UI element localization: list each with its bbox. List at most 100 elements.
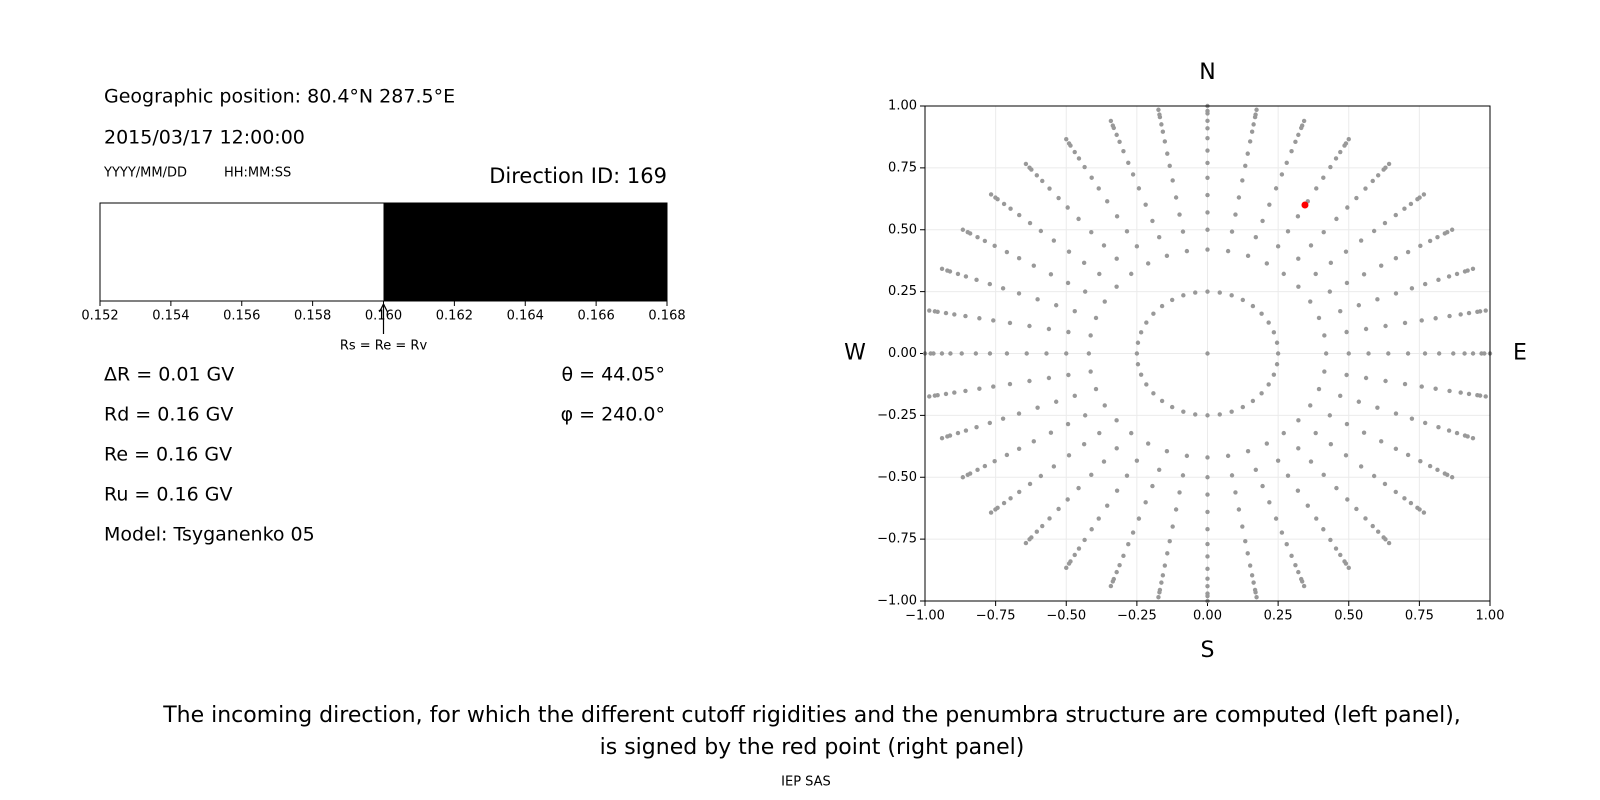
point [1322,369,1327,374]
point [1114,284,1119,289]
y-tick-label: 0.75 [888,160,917,175]
point [1363,326,1369,332]
point [1240,297,1246,303]
point [1370,178,1375,184]
ru: Ru = 0.16 GV [104,484,232,506]
point [987,420,993,426]
point [1124,473,1130,478]
point [1343,249,1349,254]
point [1072,308,1077,314]
point [1114,569,1119,575]
point [1293,139,1298,145]
point [1145,441,1151,446]
point [1180,229,1186,234]
rd: Rd = 0.16 GV [104,404,233,426]
point [1124,229,1130,234]
point [1275,458,1281,463]
point [1458,390,1463,395]
point [1150,218,1155,224]
point [1229,293,1234,298]
point [1236,195,1242,200]
point [1383,378,1388,384]
point [1162,139,1168,144]
point [1004,351,1010,356]
point [1354,506,1359,512]
point [1393,291,1399,296]
point [1260,483,1265,489]
point [1229,229,1235,234]
penumbra-segment [383,203,667,301]
point [1383,323,1388,329]
point [1371,473,1377,479]
point [1046,375,1052,381]
point [1144,320,1149,325]
point [988,192,994,197]
point [1233,490,1238,495]
point [991,384,996,389]
penumbra-segment [100,203,384,301]
point [1205,509,1210,515]
point [1170,524,1175,529]
point [1363,375,1369,381]
point [1251,122,1256,127]
point [1145,261,1151,266]
point [1034,529,1040,534]
point [1134,351,1140,356]
point [1138,372,1144,377]
footer: IEP SAS [781,775,831,790]
point [1066,561,1072,566]
point [1051,464,1057,469]
point [1004,249,1010,255]
point [1169,297,1175,303]
point [1016,446,1022,451]
point [1040,523,1045,529]
point [1165,551,1170,556]
point [1184,248,1190,254]
point [1150,483,1155,489]
point [1151,391,1156,396]
point [1047,186,1052,191]
point [1344,280,1350,286]
point [1253,590,1258,595]
point [1046,326,1052,332]
point [955,271,961,277]
point [1375,297,1380,302]
point [1259,311,1264,316]
point [1285,473,1291,478]
point [1101,243,1107,248]
point [1135,340,1141,345]
point [1205,492,1210,497]
point [1114,446,1119,451]
point [1470,435,1476,441]
point [1159,398,1165,404]
point [1170,178,1175,183]
point [1346,565,1351,571]
point [1247,139,1253,144]
point [1105,503,1110,508]
point [1273,516,1279,521]
re: Re = 0.16 GV [104,444,232,466]
point [1363,186,1368,191]
point [1370,523,1375,529]
point [1233,212,1238,217]
point [1451,351,1456,356]
point [1383,165,1388,170]
phi: φ = 240.0° [561,404,665,426]
point [1076,216,1081,222]
point [1260,218,1265,224]
point [1245,253,1251,259]
point [1356,303,1362,308]
point [939,266,945,272]
point [1114,214,1120,219]
point [1108,583,1114,589]
point [1081,441,1087,447]
point [1066,329,1071,335]
point [1156,235,1162,240]
point [1121,553,1126,559]
point [1205,289,1210,294]
point [1096,186,1101,191]
point [952,312,957,317]
point [992,243,997,249]
point [1160,573,1166,578]
